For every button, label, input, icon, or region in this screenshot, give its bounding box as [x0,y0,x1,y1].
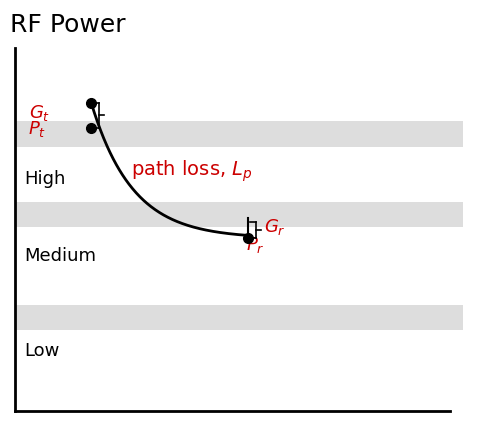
Text: Medium: Medium [24,246,96,265]
Bar [15,202,463,228]
Bar [15,122,463,147]
Text: path loss, $L_p$: path loss, $L_p$ [131,158,253,184]
Text: $G_t$: $G_t$ [29,103,50,123]
Bar [15,305,463,331]
Text: Low: Low [24,342,59,360]
Text: $P_r$: $P_r$ [246,234,264,254]
Text: High: High [24,170,65,187]
Text: $P_t$: $P_t$ [28,119,46,139]
Text: RF Power: RF Power [10,13,125,37]
Text: $G_r$: $G_r$ [264,216,285,236]
